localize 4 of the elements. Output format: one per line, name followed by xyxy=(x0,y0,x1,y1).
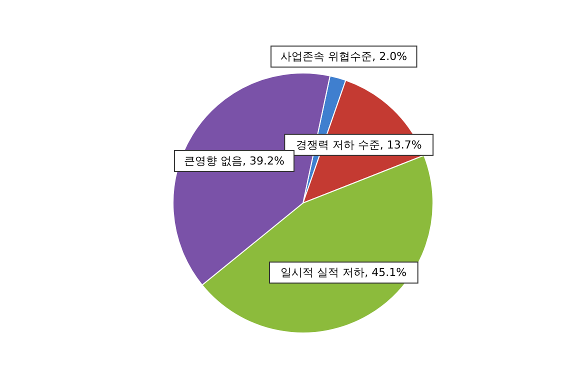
slice-label: 사업존속 위협수준, 2.0% xyxy=(280,50,408,64)
slice-label: 큰영향 없음, 39.2% xyxy=(184,154,284,168)
slice-label: 경쟁력 저하 수준, 13.7% xyxy=(296,138,422,152)
slice-label: 일시적 실적 저하, 45.1% xyxy=(280,266,407,280)
